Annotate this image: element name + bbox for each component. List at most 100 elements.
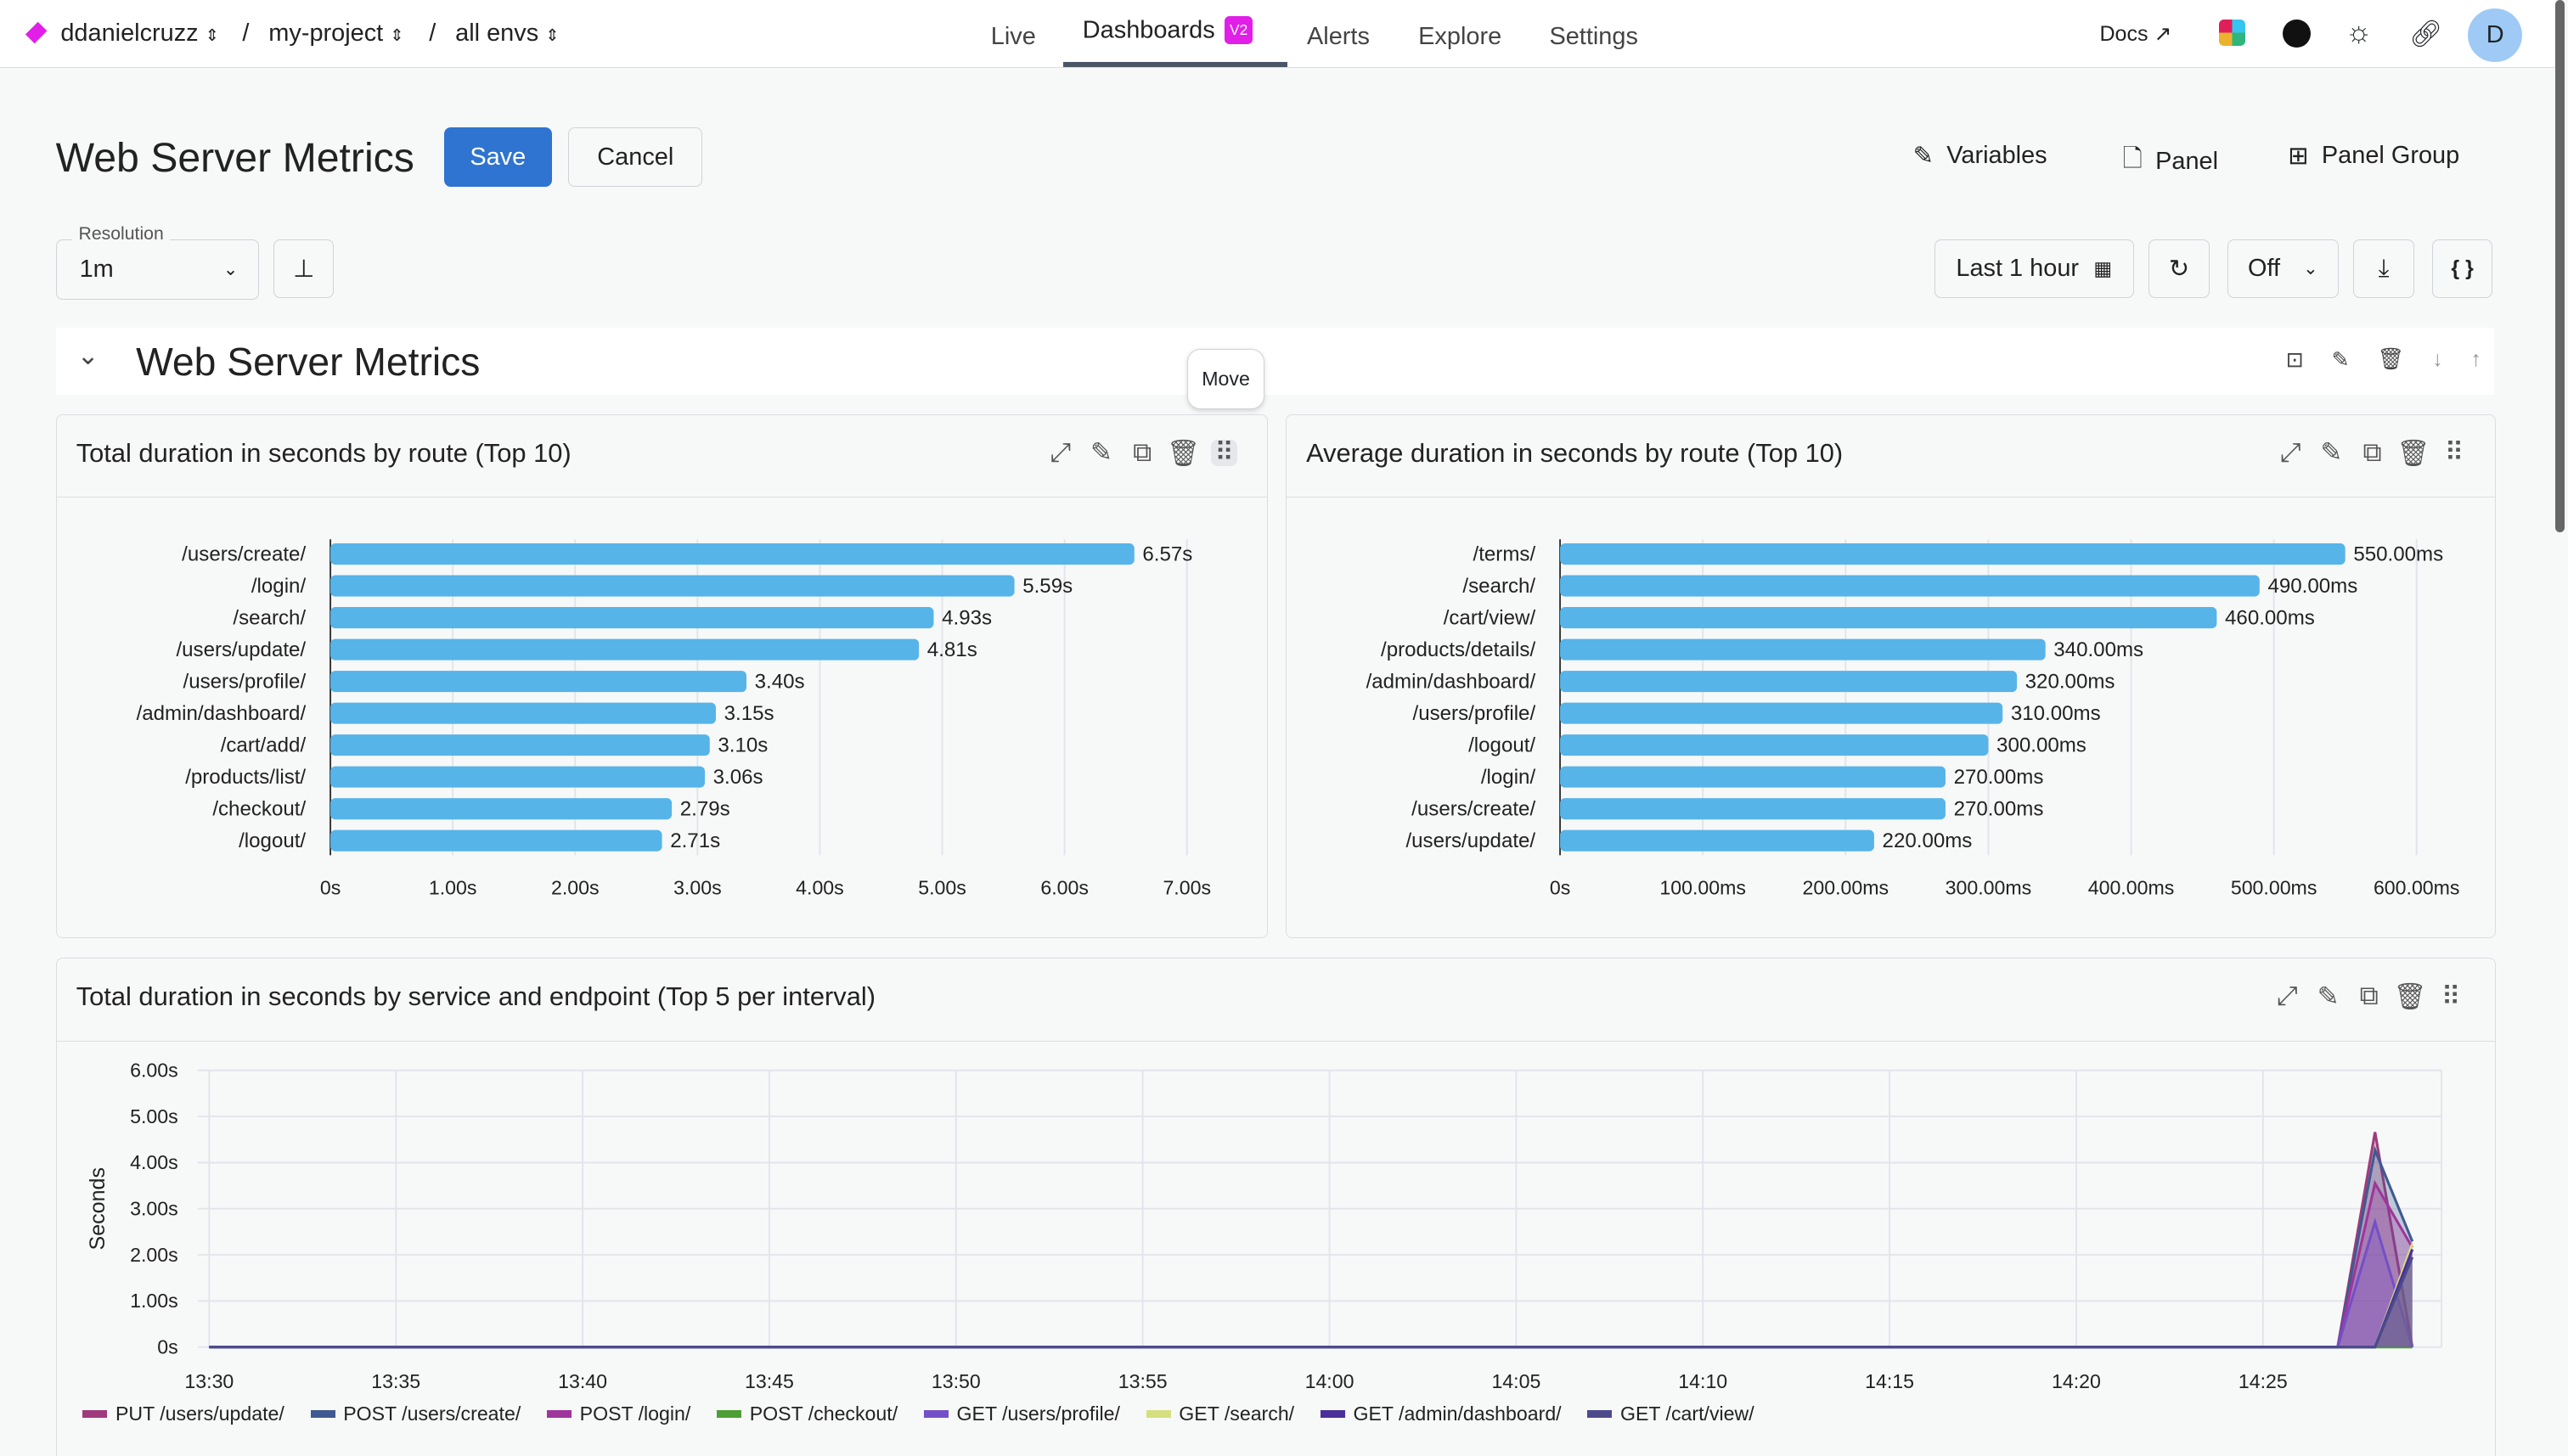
x-tick-label: 13:50	[931, 1369, 980, 1391]
active-tab-indicator	[1062, 62, 1287, 68]
delete-icon[interactable]: 🗑︎	[2396, 437, 2430, 468]
bar	[1560, 702, 2003, 724]
x-tick-label: 200.00ms	[1802, 877, 1889, 899]
download-button[interactable]: ⤓	[2353, 239, 2414, 298]
add-panel-button[interactable]: 🗋︎ Panel	[2122, 141, 2218, 183]
delete-icon[interactable]: 🗑︎	[1166, 437, 1200, 468]
drag-handle-icon[interactable]: ⠿	[2441, 981, 2461, 1011]
refresh-interval-select[interactable]: Off ⌄	[2227, 239, 2340, 298]
legend-item[interactable]: GET /cart/view/	[1587, 1403, 1754, 1425]
bar-value-label: 300.00ms	[1996, 734, 2086, 757]
move-down-icon[interactable]: ↓	[2431, 346, 2443, 371]
slack-icon[interactable]	[2219, 20, 2246, 46]
legend-item[interactable]: PUT /users/update/	[82, 1403, 284, 1425]
category-label: /login/	[1481, 766, 1536, 789]
legend-swatch	[923, 1409, 949, 1419]
panel-group-label: Panel Group	[2321, 141, 2460, 169]
expand-icon[interactable]: ⤢	[2279, 436, 2301, 467]
category-label: /users/update/	[176, 638, 306, 661]
legend-label: GET /admin/dashboard/	[1353, 1402, 1562, 1425]
org-switcher[interactable]: ddanielcruzz ⇕	[60, 20, 218, 48]
category-label: /cart/view/	[1444, 607, 1536, 630]
docs-label: Docs	[2099, 22, 2148, 47]
move-up-icon[interactable]: ↑	[2470, 346, 2481, 371]
legend-swatch	[82, 1409, 108, 1419]
panel-title: Total duration in seconds by route (Top …	[76, 437, 572, 468]
docs-link[interactable]: Docs ↗	[2099, 21, 2171, 47]
json-editor-button[interactable]: { }	[2431, 239, 2493, 298]
legend-item[interactable]: POST /login/	[547, 1403, 690, 1425]
bar	[329, 638, 919, 661]
add-panel-to-group-icon[interactable]: ⊡	[2285, 347, 2304, 372]
edit-icon[interactable]: ✎	[2317, 981, 2340, 1011]
pin-button[interactable]: ⊥	[273, 239, 335, 298]
refresh-button[interactable]: ↻	[2148, 239, 2210, 298]
group-title: Web Server Metrics	[136, 340, 481, 385]
edit-icon[interactable]: ✎	[1090, 437, 1112, 468]
category-label: /search/	[233, 607, 306, 630]
expand-icon[interactable]: ⤢	[1050, 436, 1072, 467]
bar-value-label: 310.00ms	[2011, 702, 2101, 725]
env-name: all envs	[455, 20, 539, 48]
cancel-button[interactable]: Cancel	[568, 127, 703, 187]
duplicate-icon[interactable]: ⧉	[2359, 981, 2379, 1011]
bar-value-label: 340.00ms	[2053, 638, 2143, 661]
calendar-icon: ▦	[2093, 256, 2113, 279]
x-tick-label: 2.00s	[551, 877, 600, 899]
resolution-label: Resolution	[71, 224, 171, 245]
env-switcher[interactable]: all envs ⇕	[455, 20, 559, 48]
delete-icon[interactable]: 🗑︎	[2393, 981, 2427, 1012]
edit-icon[interactable]: ✎	[2320, 437, 2343, 468]
nav-dashboards[interactable]: Dashboards V2	[1083, 16, 1253, 45]
duplicate-icon[interactable]: ⧉	[1133, 436, 1152, 467]
bar-value-label: 550.00ms	[2353, 543, 2443, 566]
file-plus-icon: 🗋︎	[2122, 144, 2143, 172]
nav-explore[interactable]: Explore	[1418, 23, 1502, 50]
legend-swatch	[1320, 1409, 1345, 1419]
save-button[interactable]: Save	[443, 127, 552, 187]
edit-group-icon[interactable]: ✎	[2331, 347, 2350, 372]
panel-total-duration-by-route: Total duration in seconds by route (Top …	[55, 413, 1268, 939]
x-tick-label: 100.00ms	[1659, 877, 1746, 899]
area-chart-service-endpoint: 0s 1.00s 2.00s 3.00s 4.00s 5.00s 6.00s 13:30 13:…	[85, 1059, 2442, 1391]
legend-item[interactable]: POST /users/create/	[310, 1403, 521, 1425]
expand-icon[interactable]: ⤢	[2276, 981, 2298, 1011]
add-panel-group-button[interactable]: ⊞ Panel Group	[2288, 141, 2459, 171]
category-label: /admin/dashboard/	[136, 702, 306, 725]
drag-handle-icon[interactable]: ⠿	[2444, 437, 2464, 468]
project-switcher[interactable]: my-project ⇕	[268, 20, 403, 48]
series-line	[208, 1217, 2413, 1348]
category-label: /terms/	[1473, 543, 1535, 566]
x-tick-label: 4.00s	[796, 877, 844, 899]
delete-group-icon[interactable]: 🗑︎	[2377, 346, 2405, 371]
y-tick-label: 5.00s	[130, 1105, 178, 1127]
bar-value-label: 3.06s	[712, 766, 763, 789]
series-area	[208, 1132, 2413, 1347]
resolution-select[interactable]: 1m ⌄	[55, 239, 259, 300]
time-range-picker[interactable]: Last 1 hour ▦	[1934, 239, 2134, 298]
collapse-chevron-icon[interactable]: ⌄	[76, 340, 99, 371]
copy-link-icon[interactable]: 🔗︎	[2408, 19, 2443, 49]
category-label: /users/profile/	[1412, 702, 1535, 725]
legend-label: GET /search/	[1179, 1402, 1295, 1425]
category-label: /cart/add/	[220, 734, 306, 757]
legend-item[interactable]: GET /users/profile/	[923, 1403, 1120, 1425]
panel-total-duration-by-service-endpoint: Total duration in seconds by service and…	[55, 958, 2497, 1456]
duplicate-icon[interactable]: ⧉	[2362, 436, 2382, 467]
drag-handle-icon[interactable]: ⠿	[1211, 437, 1237, 467]
bar	[329, 734, 710, 756]
legend-item[interactable]: GET /admin/dashboard/	[1320, 1402, 1562, 1425]
legend-item[interactable]: POST /checkout/	[717, 1403, 898, 1425]
y-axis-label: Seconds	[85, 1167, 109, 1251]
page-scrollbar[interactable]	[2554, 0, 2565, 532]
nav-alerts[interactable]: Alerts	[1307, 23, 1370, 50]
bar	[1560, 734, 1989, 756]
variables-button[interactable]: ✎ Variables	[1913, 141, 2047, 171]
nav-live[interactable]: Live	[990, 23, 1036, 50]
github-icon[interactable]	[2283, 20, 2312, 48]
avatar[interactable]: D	[2468, 8, 2523, 63]
legend-item[interactable]: GET /search/	[1146, 1403, 1294, 1425]
nav-settings[interactable]: Settings	[1549, 23, 1638, 50]
refresh-icon: ↻	[2168, 255, 2190, 283]
theme-toggle-sun-icon[interactable]: ☼	[2345, 16, 2373, 49]
